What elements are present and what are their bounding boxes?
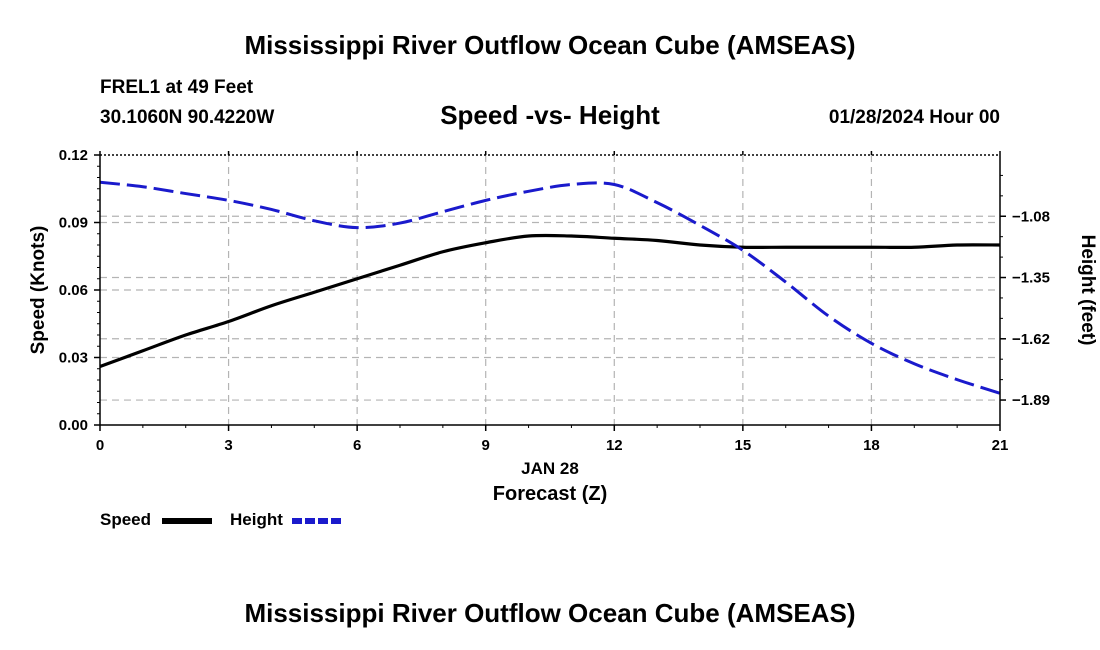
- legend-height-swatch: [292, 518, 342, 524]
- chart-subtitle: Speed -vs- Height: [440, 100, 660, 130]
- station-label: FREL1 at 49 Feet: [100, 77, 254, 98]
- legend-speed-swatch: [162, 518, 212, 524]
- x-axis-date-label: JAN 28: [521, 459, 579, 478]
- y-left-axis-label: Speed (Knots): [28, 226, 49, 355]
- y-right-tick-label-1: −1.35: [1012, 270, 1050, 287]
- x-tick-label-1: 3: [224, 437, 232, 454]
- height-series-line: [99, 180, 1001, 395]
- grid: [100, 155, 1000, 425]
- y-left-tick-label-1: 0.03: [59, 350, 88, 367]
- y-left-tick-label-3: 0.09: [59, 215, 88, 232]
- main-title: Mississippi River Outflow Ocean Cube (AM…: [244, 30, 856, 60]
- speed-series-line: [99, 233, 1001, 369]
- y-left-tick-label-2: 0.06: [59, 282, 88, 299]
- x-axis-label: Forecast (Z): [493, 483, 607, 505]
- y-right-tick-label-2: −1.62: [1012, 331, 1050, 348]
- x-tick-label-7: 21: [992, 437, 1009, 454]
- coordinates-label: 30.1060N 90.4220W: [100, 107, 275, 128]
- y-left-tick-label-4: 0.12: [59, 147, 88, 164]
- x-tick-label-5: 15: [735, 437, 752, 454]
- y-left-tick-label-0: 0.00: [59, 417, 88, 434]
- forecast-datetime: 01/28/2024 Hour 00: [828, 107, 1000, 128]
- y-right-tick-label-0: −1.08: [1012, 208, 1050, 225]
- x-tick-label-6: 18: [863, 437, 880, 454]
- legend-speed-label: Speed: [100, 510, 152, 529]
- series-group: [99, 180, 1001, 395]
- axes: 0 3 6 9 12 15 18 21 0.00 0.03 0.06 0.09 0.12 −1.08 −1.…: [28, 147, 1098, 505]
- y-right-axis-label: Height (feet): [1077, 235, 1098, 346]
- y-right-tick-label-3: −1.89: [1012, 392, 1050, 409]
- x-tick-label-3: 9: [482, 437, 490, 454]
- bottom-title: Mississippi River Outflow Ocean Cube (AM…: [244, 598, 856, 628]
- x-tick-label-0: 0: [96, 437, 104, 454]
- x-tick-label-2: 6: [353, 437, 361, 454]
- legend-height-label: Height: [230, 510, 283, 529]
- x-tick-label-4: 12: [606, 437, 623, 454]
